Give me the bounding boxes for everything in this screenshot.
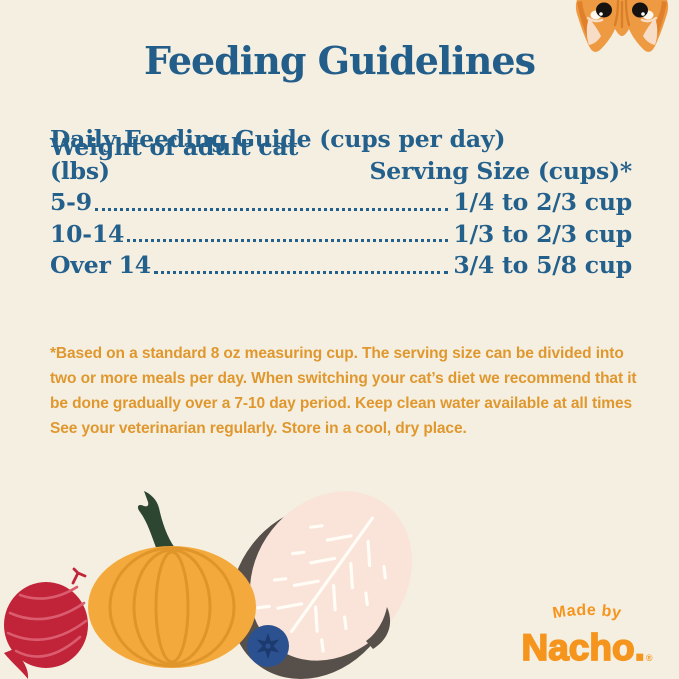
footnote-line: two or more meals per day. When switchin… xyxy=(50,370,637,387)
logo-brand-text: Nacho. xyxy=(521,627,646,668)
table-row: 5-9 1/4 to 2/3 cup xyxy=(50,183,632,215)
table-heading-text: Daily Feeding Guide (cups per day) xyxy=(50,125,506,154)
weight-value: 5-9 xyxy=(50,188,92,217)
dot-leader xyxy=(127,239,449,243)
table-heading: Daily Feeding Guide (cups per day) xyxy=(50,120,632,152)
footnote-line: *Based on a standard 8 oz measuring cup.… xyxy=(50,345,624,362)
weight-value: Over 14 xyxy=(50,251,151,280)
svg-text:Made by: Made by xyxy=(551,602,622,622)
cat-left-eye xyxy=(596,2,612,18)
logo-tagline-arc: Made by xyxy=(551,602,622,622)
blueberry-icon xyxy=(247,625,289,667)
produce-illustration xyxy=(4,491,413,679)
weight-value: 10-14 xyxy=(50,219,125,248)
pumpkin-icon xyxy=(88,491,256,668)
beet-icon xyxy=(4,567,88,679)
serving-value: 3/4 to 5/8 cup xyxy=(453,251,632,280)
feeding-guide-table: Daily Feeding Guide (cups per day) Weigh… xyxy=(50,120,632,278)
serving-column-header: Serving Size (cups)* xyxy=(369,156,632,185)
pumpkin-stem xyxy=(137,491,175,550)
dot-leader xyxy=(94,207,449,211)
dot-leader xyxy=(153,270,449,274)
orange-cat-peeking-icon xyxy=(575,0,669,52)
cat-right-eye xyxy=(632,2,648,18)
footnote-text: *Based on a standard 8 oz measuring cup.… xyxy=(50,341,650,441)
registered-trademark-symbol: ® xyxy=(645,653,653,663)
table-header-row: Weight of adult cat (lbs) Serving Size (… xyxy=(50,135,632,185)
table-row: Over 14 3/4 to 5/8 cup xyxy=(50,246,632,278)
serving-value: 1/3 to 2/3 cup xyxy=(453,219,632,248)
table-row: 10-14 1/3 to 2/3 cup xyxy=(50,215,632,247)
logo-brand: Nacho.® xyxy=(505,628,669,673)
logo-tagline: Made by xyxy=(551,602,622,622)
made-by-nacho-logo: Made by Nacho.® xyxy=(505,601,669,673)
cat-stripes xyxy=(613,0,631,29)
serving-value: 1/4 to 2/3 cup xyxy=(453,188,632,217)
weight-column-header: Weight of adult cat (lbs) xyxy=(50,133,299,185)
footnote-line: See your veterinarian regularly. Store i… xyxy=(50,420,467,437)
page-title: Feeding Guidelines xyxy=(143,38,536,83)
footnote-line: be done gradually over a 7-10 day period… xyxy=(50,395,632,412)
